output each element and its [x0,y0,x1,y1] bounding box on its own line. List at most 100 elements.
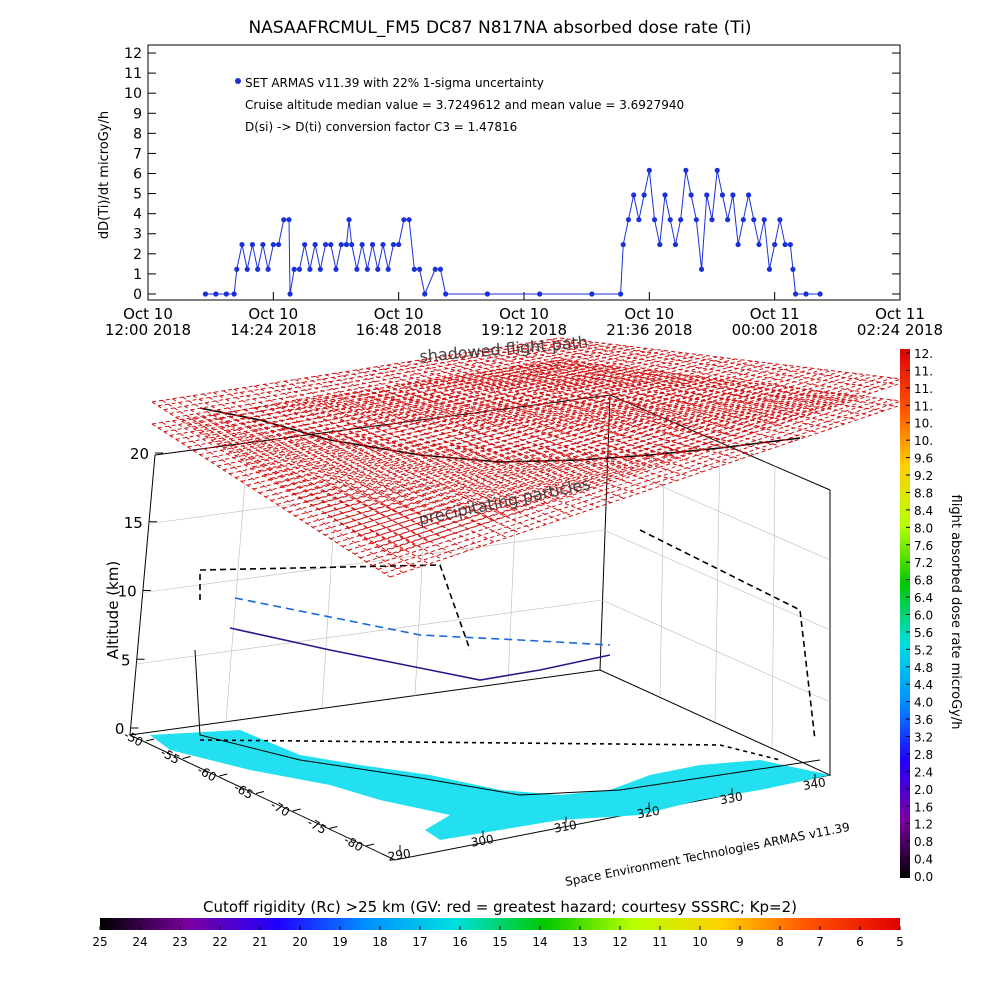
data-point [275,241,282,248]
colorbar-tick-label: 11. [914,382,933,396]
grid-dash [330,369,823,518]
colorbar-tick-label: 16 [452,935,467,949]
colorbar-tick-label: 0.0 [914,870,933,884]
grid-dash [366,375,876,541]
grid-dash [199,367,631,456]
grid-dash [488,348,820,412]
grid-dash [318,388,806,532]
colorbar-tick-label: 13 [572,935,587,949]
grid-dash [386,364,690,455]
data-point [437,266,444,272]
grid-dash [386,386,690,477]
grid-dash [427,358,742,438]
x-tick-label: Oct 10 21:36 2018 [606,305,692,339]
grid-dash [315,375,599,486]
data-point [239,241,245,248]
grid-dash [457,375,781,447]
y-tick [219,773,228,777]
grid-dash [264,357,727,476]
colorbar-tick-label: 5.6 [914,626,933,640]
data-point [287,291,293,297]
grid-dash [549,339,898,385]
data-point [740,217,746,223]
colorbar-tick-label: 12 [612,935,627,949]
grid-dash [288,383,762,513]
y-tick-label: 5 [133,187,142,203]
data-point [672,241,679,248]
grid-dash [192,395,443,538]
x-tick-label: 340 [802,775,827,793]
colorbar-tick-label: 2.0 [914,783,933,797]
grid-dash [282,382,753,509]
grid-dash [335,394,625,499]
grid-dash [294,401,573,517]
data-point [646,167,652,173]
colorbar-tick-label: 18 [372,935,387,949]
data-point [281,217,287,223]
data-point [790,266,796,272]
data-point [202,291,209,297]
x-tick-label: 300 [470,832,495,850]
grid-dash [519,365,859,420]
data-point [688,192,694,198]
data-point [651,217,658,223]
y-tick-label: 6 [133,167,142,183]
data-point [346,217,352,223]
chart-title: NASAAFRCMUL_FM5 DC87 N817NA absorbed dos… [248,18,751,38]
data-point [359,241,365,248]
grid-dash [376,388,677,482]
z-tick-label: 15 [124,514,143,532]
data-point [443,291,449,297]
y-tick-label: 4 [133,207,142,223]
grid-dash [348,372,849,529]
grid-dash [181,364,604,444]
data-point [343,241,350,248]
colorbar-tick-label: 20 [292,935,307,949]
colorbar-tick-label: 15 [492,935,507,949]
colorbar-tick-label: 12. [914,347,933,361]
y-tick [255,791,265,794]
grid-dash [345,371,638,473]
grid-dash [417,359,729,442]
data-point [249,241,256,248]
data-point [349,241,355,248]
colorbar-tick-label: 8 [776,935,784,949]
data-point [223,291,229,297]
colorbar-tick-label: 0.8 [914,835,933,849]
data-point [416,266,423,272]
grid-dash [325,396,612,504]
grid-dash [389,401,911,578]
grid-dash [294,384,771,517]
x-tick-label: Oct 10 14:24 2018 [230,305,316,339]
z-tick-label: 20 [130,445,149,463]
colorbar-tick-label: 4.4 [914,678,933,692]
data-point [255,266,261,272]
grid-dash [223,412,482,547]
x-tick-label: 310 [553,818,578,836]
y-tick-label: 9 [133,106,142,122]
colorbar-tick-label: 1.2 [914,818,933,832]
grid-dash [241,375,692,482]
x-tick-label: Oct 11 00:00 2018 [732,305,818,339]
grid-dash [241,353,692,460]
grid-dash [336,392,832,544]
x-tick-label: Oct 11 02:24 2018 [857,305,943,339]
data-point [213,291,219,297]
data-point [231,291,237,297]
x-tick-label: 320 [636,804,661,822]
data-point [772,241,778,248]
colorbar-title: flight absorbed dose rate microGy/h [948,495,963,730]
data-point [678,217,684,223]
y-tick [292,808,301,812]
data-point [803,291,809,297]
grid-dash [270,358,736,479]
grid-dash [529,342,872,394]
data-point [338,241,344,248]
data-point [693,217,699,223]
annotation: D(si) -> D(ti) conversion factor C3 = 1.… [245,120,517,134]
data-point [286,217,292,223]
colorbar-title: Cutoff rigidity (Rc) >25 km (GV: red = g… [203,898,797,916]
grid-dash [354,395,858,555]
y-tick-label: 11 [124,66,142,82]
y-tick-label: 3 [133,227,142,243]
